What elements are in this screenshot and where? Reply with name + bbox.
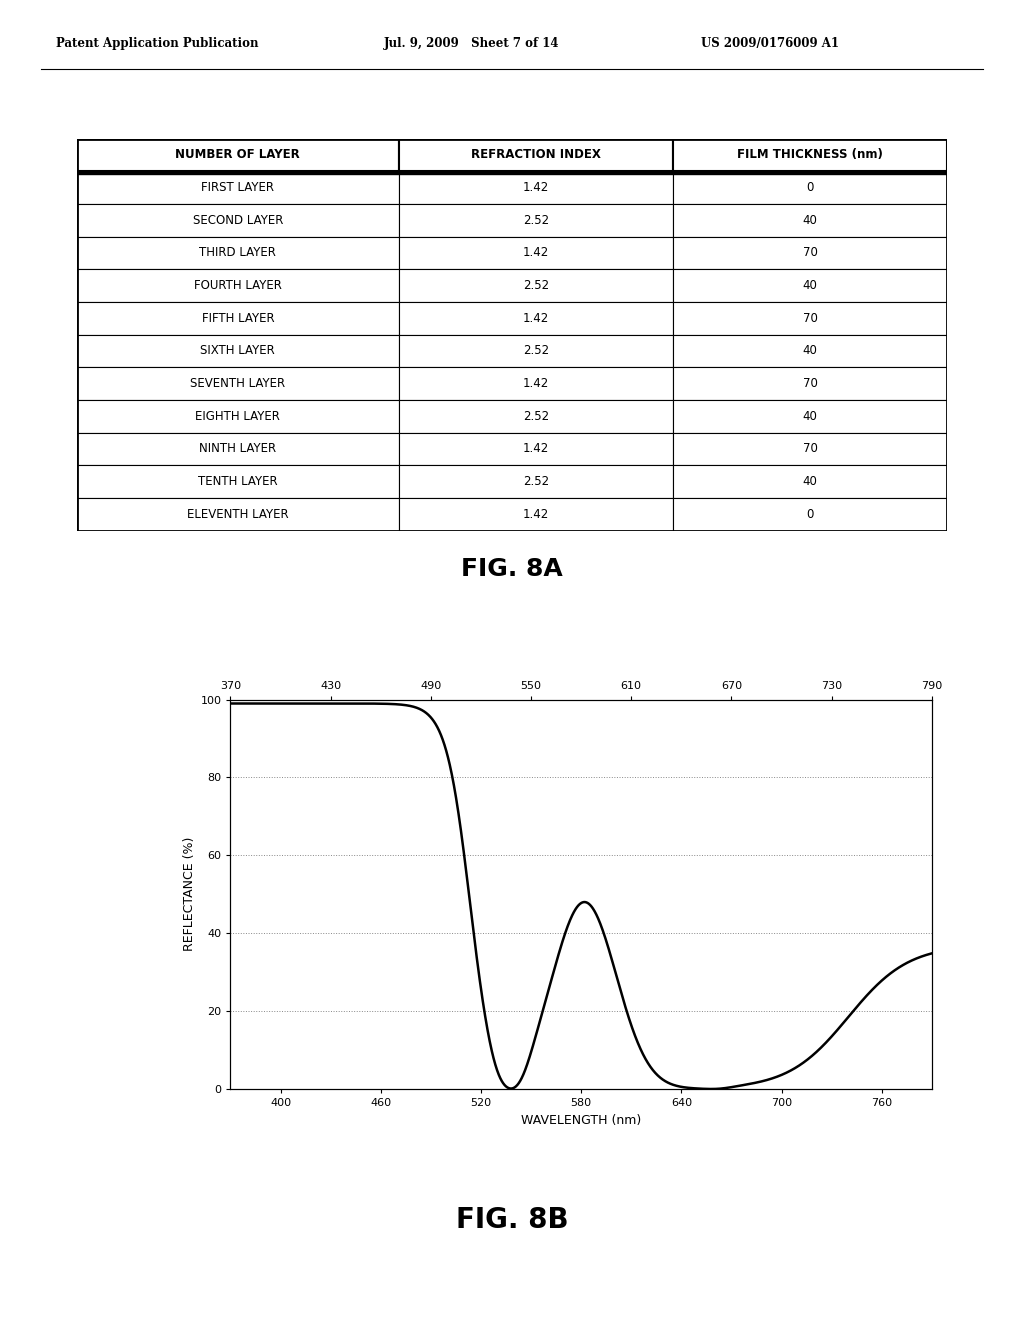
Text: REFRACTION INDEX: REFRACTION INDEX — [471, 148, 601, 161]
Text: 40: 40 — [803, 409, 817, 422]
Text: 1.42: 1.42 — [523, 181, 549, 194]
Text: 2.52: 2.52 — [523, 345, 549, 358]
Text: 1.42: 1.42 — [523, 378, 549, 391]
Bar — [673, 302, 947, 334]
Bar — [673, 367, 947, 400]
Text: 70: 70 — [803, 442, 817, 455]
Text: Jul. 9, 2009   Sheet 7 of 14: Jul. 9, 2009 Sheet 7 of 14 — [384, 37, 559, 50]
Bar — [673, 335, 947, 367]
Bar — [399, 465, 673, 498]
Text: 40: 40 — [803, 214, 817, 227]
Bar — [673, 400, 947, 433]
Bar — [673, 498, 947, 531]
X-axis label: WAVELENGTH (nm): WAVELENGTH (nm) — [521, 1114, 641, 1126]
Text: FIRST LAYER: FIRST LAYER — [202, 181, 274, 194]
Text: FIG. 8A: FIG. 8A — [461, 557, 563, 581]
Bar — [673, 172, 947, 205]
Text: 2.52: 2.52 — [523, 279, 549, 292]
Bar — [77, 367, 399, 400]
Text: 2.52: 2.52 — [523, 475, 549, 488]
Text: US 2009/0176009 A1: US 2009/0176009 A1 — [701, 37, 840, 50]
Bar — [77, 302, 399, 334]
Bar — [77, 139, 399, 172]
Text: TENTH LAYER: TENTH LAYER — [198, 475, 278, 488]
Bar — [399, 335, 673, 367]
Bar — [77, 236, 399, 269]
Text: NINTH LAYER: NINTH LAYER — [200, 442, 276, 455]
Text: 1.42: 1.42 — [523, 508, 549, 521]
Text: 40: 40 — [803, 279, 817, 292]
Bar — [77, 203, 399, 236]
Bar — [673, 433, 947, 465]
Bar — [399, 367, 673, 400]
Bar — [399, 139, 673, 172]
Text: SIXTH LAYER: SIXTH LAYER — [201, 345, 275, 358]
Bar — [399, 236, 673, 269]
Text: 2.52: 2.52 — [523, 409, 549, 422]
Bar — [399, 269, 673, 302]
Bar — [77, 498, 399, 531]
Bar — [399, 433, 673, 465]
Text: 0: 0 — [807, 181, 814, 194]
Text: 0: 0 — [807, 508, 814, 521]
Bar — [673, 269, 947, 302]
Bar — [77, 433, 399, 465]
Text: FIFTH LAYER: FIFTH LAYER — [202, 312, 274, 325]
Bar — [399, 400, 673, 433]
Text: SEVENTH LAYER: SEVENTH LAYER — [190, 378, 286, 391]
Bar — [77, 269, 399, 302]
Text: 70: 70 — [803, 247, 817, 260]
Text: 1.42: 1.42 — [523, 312, 549, 325]
Bar — [399, 498, 673, 531]
Text: 1.42: 1.42 — [523, 247, 549, 260]
Bar — [77, 172, 399, 205]
Text: 1.42: 1.42 — [523, 442, 549, 455]
Text: FILM THICKNESS (nm): FILM THICKNESS (nm) — [737, 148, 883, 161]
Bar — [77, 465, 399, 498]
Text: 2.52: 2.52 — [523, 214, 549, 227]
Text: 40: 40 — [803, 345, 817, 358]
Text: Patent Application Publication: Patent Application Publication — [56, 37, 259, 50]
Bar — [673, 236, 947, 269]
Bar — [673, 139, 947, 172]
Text: 40: 40 — [803, 475, 817, 488]
Text: NUMBER OF LAYER: NUMBER OF LAYER — [175, 148, 300, 161]
Bar — [77, 172, 947, 174]
Bar — [399, 302, 673, 334]
Bar — [399, 172, 673, 205]
Y-axis label: REFLECTANCE (%): REFLECTANCE (%) — [183, 837, 197, 952]
Bar — [399, 203, 673, 236]
Bar — [77, 400, 399, 433]
Text: SECOND LAYER: SECOND LAYER — [193, 214, 283, 227]
Text: 70: 70 — [803, 378, 817, 391]
Text: EIGHTH LAYER: EIGHTH LAYER — [196, 409, 281, 422]
Text: ELEVENTH LAYER: ELEVENTH LAYER — [187, 508, 289, 521]
Bar — [673, 203, 947, 236]
Text: THIRD LAYER: THIRD LAYER — [200, 247, 276, 260]
Bar — [673, 465, 947, 498]
Text: 70: 70 — [803, 312, 817, 325]
Text: FOURTH LAYER: FOURTH LAYER — [194, 279, 282, 292]
Bar — [77, 335, 399, 367]
Text: FIG. 8B: FIG. 8B — [456, 1206, 568, 1234]
